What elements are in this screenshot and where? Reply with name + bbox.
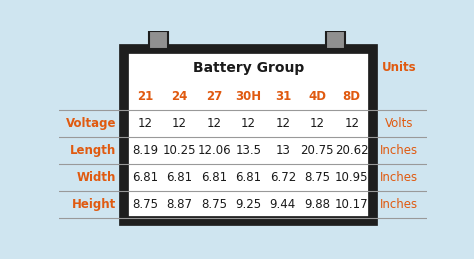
Text: 9.88: 9.88 xyxy=(304,198,330,211)
Text: 20.62: 20.62 xyxy=(335,144,368,157)
Text: 6.81: 6.81 xyxy=(166,171,192,184)
Text: 6.72: 6.72 xyxy=(270,171,296,184)
Bar xyxy=(265,84,300,218)
Text: 10.95: 10.95 xyxy=(335,171,368,184)
Text: Inches: Inches xyxy=(380,198,418,211)
Text: 8.75: 8.75 xyxy=(304,171,330,184)
Text: 8.75: 8.75 xyxy=(132,198,158,211)
Text: 12: 12 xyxy=(275,117,291,130)
Text: Length: Length xyxy=(70,144,116,157)
Text: 9.25: 9.25 xyxy=(236,198,262,211)
Text: 8.19: 8.19 xyxy=(132,144,158,157)
Text: 12: 12 xyxy=(172,117,187,130)
Text: 6.81: 6.81 xyxy=(236,171,262,184)
Text: 6.81: 6.81 xyxy=(132,171,158,184)
Text: 12: 12 xyxy=(310,117,325,130)
Text: 21: 21 xyxy=(137,90,153,103)
Text: Battery Group: Battery Group xyxy=(193,61,304,75)
Text: 10.25: 10.25 xyxy=(163,144,196,157)
Text: Inches: Inches xyxy=(380,144,418,157)
Bar xyxy=(149,31,168,49)
Text: 13: 13 xyxy=(275,144,290,157)
Text: Volts: Volts xyxy=(385,117,413,130)
Text: 20.75: 20.75 xyxy=(301,144,334,157)
Text: 24: 24 xyxy=(172,90,188,103)
Text: 10.17: 10.17 xyxy=(335,198,368,211)
Text: 30H: 30H xyxy=(236,90,262,103)
Text: 8.75: 8.75 xyxy=(201,198,227,211)
Text: 6.81: 6.81 xyxy=(201,171,227,184)
Text: 12: 12 xyxy=(137,117,153,130)
Bar xyxy=(128,84,163,218)
Text: 12: 12 xyxy=(241,117,256,130)
Bar xyxy=(326,31,345,49)
Text: 27: 27 xyxy=(206,90,222,103)
Text: Voltage: Voltage xyxy=(66,117,116,130)
Text: Units: Units xyxy=(382,61,416,74)
Text: 12: 12 xyxy=(207,117,221,130)
Bar xyxy=(124,49,374,221)
Text: Inches: Inches xyxy=(380,171,418,184)
Text: 8D: 8D xyxy=(343,90,361,103)
Text: 13.5: 13.5 xyxy=(236,144,262,157)
Text: 12.06: 12.06 xyxy=(197,144,231,157)
Text: 9.44: 9.44 xyxy=(270,198,296,211)
Text: Width: Width xyxy=(77,171,116,184)
Bar xyxy=(335,84,369,218)
Text: 4D: 4D xyxy=(308,90,326,103)
Bar xyxy=(197,84,231,218)
Text: 8.87: 8.87 xyxy=(166,198,192,211)
Text: 31: 31 xyxy=(275,90,291,103)
Text: Height: Height xyxy=(72,198,116,211)
Text: 12: 12 xyxy=(344,117,359,130)
